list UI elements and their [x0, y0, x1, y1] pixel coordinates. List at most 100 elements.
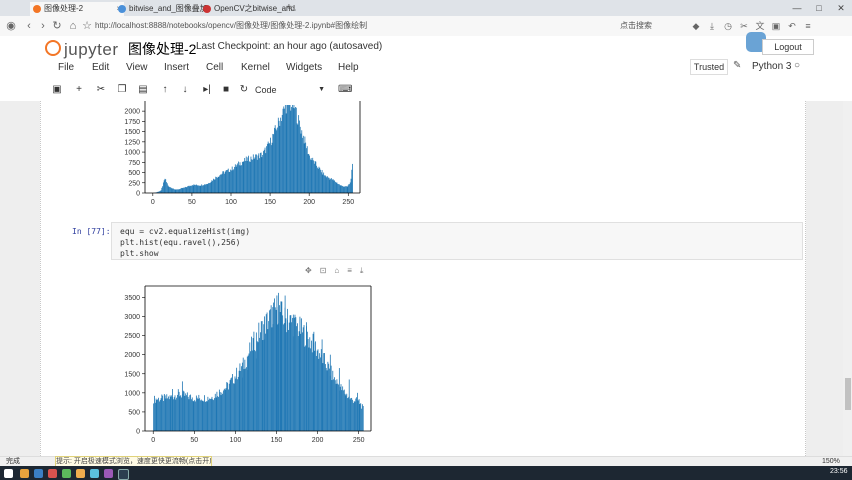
- menu-edit[interactable]: Edit: [92, 62, 110, 73]
- histogram-bar: [254, 157, 256, 193]
- home-view-icon[interactable]: ⌂: [334, 266, 348, 275]
- histogram-bar: [245, 368, 247, 431]
- y-tick-label: 3000: [124, 314, 140, 321]
- histogram-bar: [255, 154, 257, 193]
- kernel-name[interactable]: Python 3: [752, 61, 792, 72]
- browser-tab-1[interactable]: 图像处理-2 ×: [30, 2, 124, 16]
- histogram-bar: [310, 348, 312, 431]
- menu-cell[interactable]: Cell: [206, 62, 224, 73]
- cut-icon[interactable]: ✂: [96, 84, 106, 95]
- histogram-bar: [325, 367, 327, 431]
- zoom-icon[interactable]: ⊡: [319, 266, 335, 275]
- histogram-bar: [169, 187, 171, 193]
- histogram-spike: [276, 306, 278, 431]
- scrollbar[interactable]: [843, 101, 852, 456]
- configure-icon[interactable]: ≡: [347, 266, 360, 275]
- histogram-bar: [201, 400, 203, 431]
- browser-tab-3[interactable]: OpenCV之bitwise_and、bitwi ×: [200, 2, 296, 16]
- menu-icon[interactable]: ≡: [805, 21, 811, 31]
- logout-button[interactable]: Logout: [762, 39, 814, 55]
- histogram-bar: [345, 186, 347, 193]
- undo-icon[interactable]: ↶: [788, 21, 796, 31]
- extension-icon[interactable]: ◆: [692, 21, 700, 31]
- histogram-bar: [295, 317, 297, 431]
- histogram-bar: [275, 309, 277, 431]
- insert-cell-icon[interactable]: +: [76, 84, 82, 95]
- menu-view[interactable]: View: [126, 62, 148, 73]
- histogram-bar: [254, 350, 256, 431]
- menu-kernel[interactable]: Kernel: [241, 62, 270, 73]
- histogram-bar: [238, 165, 240, 193]
- run-icon[interactable]: ▸|: [203, 84, 211, 95]
- restart-icon[interactable]: ↻: [239, 84, 249, 95]
- copy-icon[interactable]: ❐: [117, 84, 127, 95]
- histogram-bar: [331, 179, 333, 193]
- app-icon[interactable]: [118, 469, 129, 480]
- notebook-container: [40, 101, 806, 456]
- app-icon[interactable]: [104, 469, 113, 478]
- scrollbar-thumb[interactable]: [845, 378, 851, 410]
- explorer-icon[interactable]: [20, 469, 29, 478]
- interrupt-icon[interactable]: ■: [222, 84, 230, 95]
- move-up-icon[interactable]: ↑: [162, 84, 168, 95]
- histogram-bar: [324, 364, 326, 431]
- histogram-bar: [170, 187, 172, 193]
- histogram-bar: [253, 158, 255, 193]
- bookmark-icon[interactable]: ☆: [82, 20, 92, 32]
- game-icon[interactable]: ▣: [771, 21, 781, 31]
- save-icon[interactable]: ▣: [52, 84, 62, 95]
- command-palette-icon[interactable]: ⌨: [338, 84, 353, 95]
- trusted-indicator[interactable]: Trusted: [690, 59, 728, 75]
- histogram-bar: [158, 401, 160, 431]
- histogram-bar: [279, 312, 281, 431]
- menu-widgets[interactable]: Widgets: [286, 62, 323, 73]
- move-down-icon[interactable]: ↓: [182, 84, 188, 95]
- histogram-bar: [297, 323, 298, 431]
- pan-icon[interactable]: ✥: [305, 266, 320, 275]
- search-input[interactable]: 点击搜索: [620, 21, 652, 30]
- app-icon[interactable]: [62, 469, 71, 478]
- app-icon[interactable]: [90, 469, 99, 478]
- histogram-bar: [277, 324, 279, 431]
- code-cell-input[interactable]: equ = cv2.equalizeHist(img) plt.hist(equ…: [111, 222, 803, 260]
- notebook-title[interactable]: 图像处理-2: [128, 41, 197, 57]
- histogram-spike: [284, 295, 286, 431]
- histogram-spike: [172, 389, 173, 431]
- maximize-button[interactable]: □: [816, 3, 822, 13]
- histogram-bar: [206, 184, 208, 193]
- histogram-bar: [282, 108, 284, 193]
- home-icon[interactable]: ⌂: [69, 20, 77, 32]
- histogram-bar: [231, 166, 233, 193]
- new-tab-button[interactable]: +: [286, 2, 292, 13]
- start-icon[interactable]: [4, 469, 13, 478]
- refresh-icon[interactable]: ↻: [52, 20, 62, 32]
- minimize-button[interactable]: —: [792, 3, 802, 13]
- browser-icon[interactable]: [34, 469, 43, 478]
- download-figure-icon[interactable]: ⤓: [359, 266, 372, 275]
- browser-tab-2[interactable]: bitwise_and_图像叠加 ×: [115, 2, 209, 16]
- histogram-bar: [195, 184, 197, 193]
- back-icon[interactable]: ‹: [27, 20, 31, 32]
- histogram-bar: [337, 383, 339, 431]
- download-icon[interactable]: ⤓: [710, 21, 714, 31]
- paste-icon[interactable]: ▤: [138, 84, 148, 95]
- close-icon[interactable]: ×: [288, 4, 293, 13]
- histogram-bar: [226, 170, 228, 193]
- close-window-button[interactable]: ✕: [837, 3, 845, 13]
- histogram-bar: [280, 117, 282, 193]
- celltype-select[interactable]: Code ▼: [255, 83, 327, 97]
- url-input[interactable]: http://localhost:8888/notebooks/opencv/图…: [95, 21, 368, 30]
- histogram-bar: [257, 342, 259, 431]
- app-icon[interactable]: [48, 469, 57, 478]
- screenshot-icon[interactable]: ✂: [740, 21, 748, 31]
- app-icon[interactable]: [76, 469, 85, 478]
- zoom-level[interactable]: 150%: [822, 458, 840, 465]
- jupyter-logo[interactable]: jupyter: [45, 40, 119, 60]
- history-icon[interactable]: ◷: [724, 21, 732, 31]
- translate-icon[interactable]: 文: [755, 21, 765, 31]
- forward-icon[interactable]: ›: [41, 20, 45, 32]
- menu-help[interactable]: Help: [338, 62, 359, 73]
- menu-file[interactable]: File: [58, 62, 75, 73]
- menu-insert[interactable]: Insert: [164, 62, 190, 73]
- y-tick-label: 2500: [124, 333, 140, 340]
